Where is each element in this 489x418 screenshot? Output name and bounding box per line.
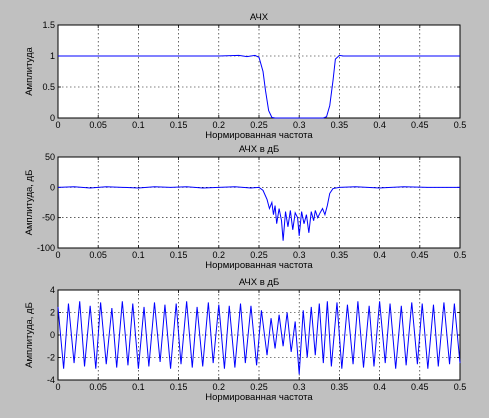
y-tick-label: 50 — [45, 152, 55, 162]
x-tick-label: 0.25 — [250, 120, 268, 130]
x-tick-label: 0.4 — [373, 250, 386, 260]
x-tick-label: 0.3 — [293, 120, 306, 130]
y-tick-label: -4 — [47, 375, 55, 385]
y-tick-label: 0 — [50, 113, 55, 123]
x-tick-label: 0.5 — [454, 382, 467, 392]
y-axis-label: Амплитуда, дБ — [24, 170, 35, 236]
chart-3: 0 0.05 0.1 0.15 0.2 0.25 0.3 0.35 0.4 0.45 0.5 -4 -2… — [24, 277, 466, 403]
y-tick-label: -2 — [47, 353, 55, 363]
chart-title: АЧХ — [250, 12, 269, 23]
y-tick-label: 4 — [50, 285, 55, 295]
x-tick-label: 0 — [55, 120, 60, 130]
x-tick-label: 0.05 — [89, 250, 107, 260]
x-tick-label: 0.15 — [170, 120, 188, 130]
series-line-1 — [57, 301, 461, 375]
x-tick-label: 0.1 — [132, 382, 145, 392]
x-tick-label: 0.35 — [331, 382, 349, 392]
y-tick-label: 1.5 — [42, 20, 55, 30]
x-axis-label: Нормированная частота — [205, 392, 313, 403]
x-tick-label: 0.05 — [89, 382, 107, 392]
x-tick-label: 0.5 — [454, 250, 467, 260]
y-tick-label: 0.5 — [42, 82, 55, 92]
x-tick-label: 0.25 — [250, 250, 268, 260]
plot-area — [57, 24, 461, 119]
x-tick-label: 0.4 — [373, 120, 386, 130]
x-tick-label: 0.1 — [132, 120, 145, 130]
x-tick-label: 0.35 — [331, 250, 349, 260]
chart-1: 0 0.05 0.1 0.15 0.2 0.25 0.3 0.35 0.4 0.45 0.5 0 0.5… — [24, 12, 466, 141]
chart-title: АЧХ в дБ — [239, 277, 279, 288]
x-tick-label: 0.2 — [213, 120, 226, 130]
x-axis-label: Нормированная частота — [205, 130, 313, 141]
x-tick-label: 0.1 — [132, 250, 145, 260]
chart-2: 0 0.05 0.1 0.15 0.2 0.25 0.3 0.35 0.4 0.45 0.5 -100… — [24, 144, 466, 271]
x-tick-label: 0.15 — [170, 382, 188, 392]
chart-title: АЧХ в дБ — [239, 144, 279, 155]
y-tick-label: -50 — [42, 213, 55, 223]
y-axis-label: Амплитуда — [24, 46, 35, 95]
x-tick-label: 0.3 — [293, 382, 306, 392]
x-axis-label: Нормированная частота — [205, 260, 313, 271]
y-axis-label: Амплитуда, дБ — [24, 302, 35, 368]
x-tick-label: 0.2 — [213, 382, 226, 392]
x-tick-label: 0.05 — [89, 120, 107, 130]
x-tick-label: 0.3 — [293, 250, 306, 260]
x-tick-label: 0 — [55, 382, 60, 392]
x-tick-label: 0.4 — [373, 382, 386, 392]
series-line-1 — [57, 186, 460, 241]
x-tick-label: 0.5 — [454, 120, 467, 130]
x-tick-label: 0 — [55, 250, 60, 260]
x-tick-label: 0.45 — [411, 250, 429, 260]
x-tick-label: 0.25 — [250, 382, 268, 392]
x-tick-label: 0.45 — [411, 120, 429, 130]
x-tick-label: 0.45 — [411, 382, 429, 392]
x-tick-label: 0.35 — [331, 120, 349, 130]
y-tick-label: 0 — [50, 330, 55, 340]
y-tick-label: 0 — [50, 182, 55, 192]
x-tick-label: 0.15 — [170, 250, 188, 260]
y-tick-label: 2 — [50, 308, 55, 318]
y-tick-label: 1 — [50, 51, 55, 61]
series-line-1 — [58, 54, 460, 119]
x-tick-label: 0.2 — [213, 250, 226, 260]
y-tick-label: -100 — [37, 243, 55, 253]
